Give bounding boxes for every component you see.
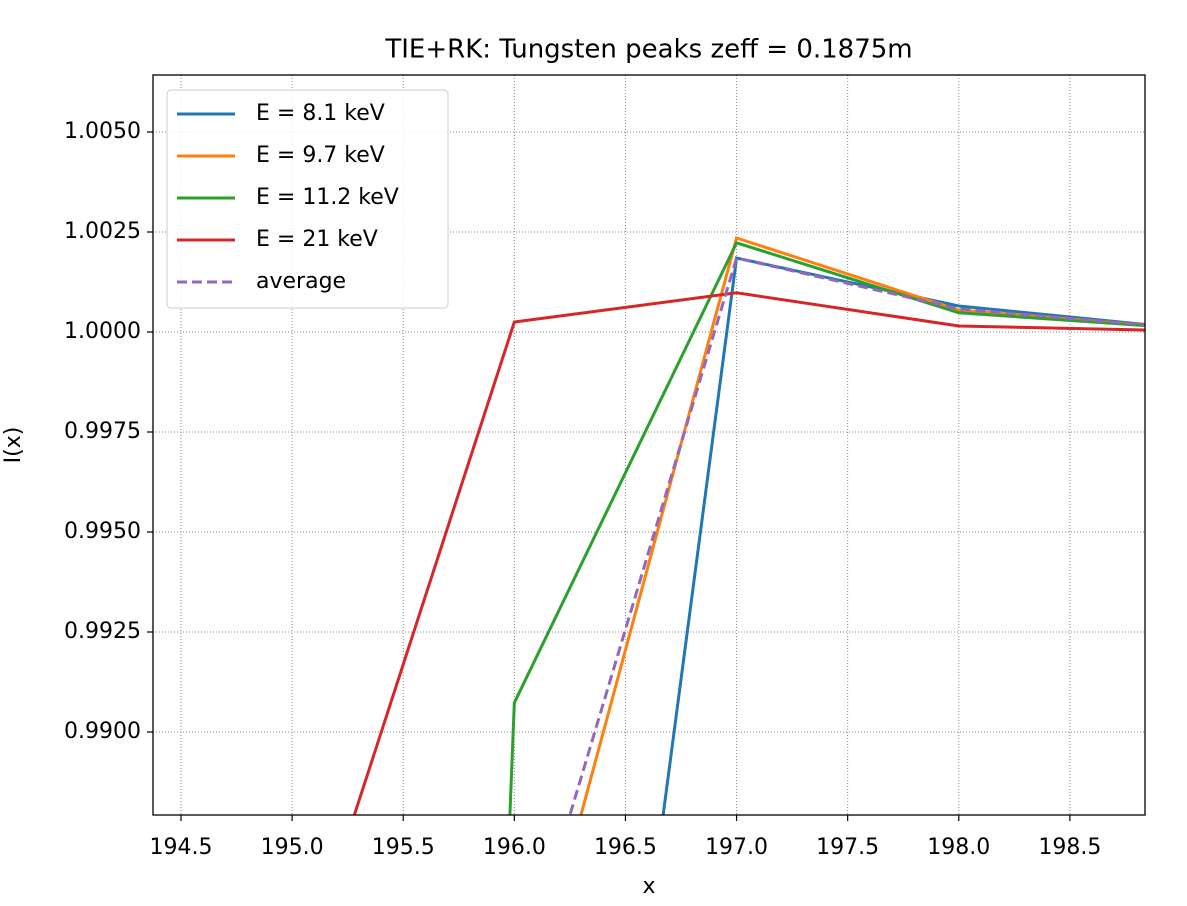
x-tick-label: 198.5	[1038, 835, 1101, 860]
y-tick-label: 1.0000	[64, 319, 141, 344]
legend-label: E = 8.1 keV	[256, 101, 385, 126]
x-tick-label: 195.0	[261, 835, 324, 860]
y-tick-label: 0.9950	[64, 519, 141, 544]
y-tick-label: 0.9925	[64, 619, 141, 644]
data-line	[352, 291, 1145, 815]
x-tick-label: 196.0	[483, 835, 546, 860]
x-tick-label: 197.5	[816, 835, 879, 860]
axes-frame	[152, 74, 1146, 816]
y-tick-label: 1.0050	[64, 119, 141, 144]
x-tick-label: 196.5	[594, 835, 657, 860]
chart-title: TIE+RK: Tungsten peaks zeff = 0.1875m	[384, 35, 912, 65]
y-tick-label: 0.9900	[64, 719, 141, 744]
legend-label: average	[256, 269, 346, 294]
x-tick-label: 194.5	[150, 835, 213, 860]
x-tick-label: 197.0	[705, 835, 768, 860]
legend-label: E = 21 keV	[256, 227, 378, 252]
x-tick-label: 198.0	[927, 835, 990, 860]
plot-area	[352, 236, 1145, 815]
x-axis-label: x	[642, 874, 655, 899]
x-tick-label: 195.5	[372, 835, 435, 860]
y-tick-label: 1.0025	[64, 219, 141, 244]
legend-label: E = 9.7 keV	[256, 143, 385, 168]
data-line	[508, 240, 1145, 815]
y-tick-label: 0.9975	[64, 419, 141, 444]
legend: E = 8.1 keV E = 9.7 keV E = 11.2 keV E = 21…	[166, 89, 449, 309]
data-line	[568, 256, 1145, 815]
legend-label: E = 11.2 keV	[256, 185, 399, 210]
y-axis-label: I(x)	[1, 427, 26, 464]
legend-box	[166, 89, 449, 309]
